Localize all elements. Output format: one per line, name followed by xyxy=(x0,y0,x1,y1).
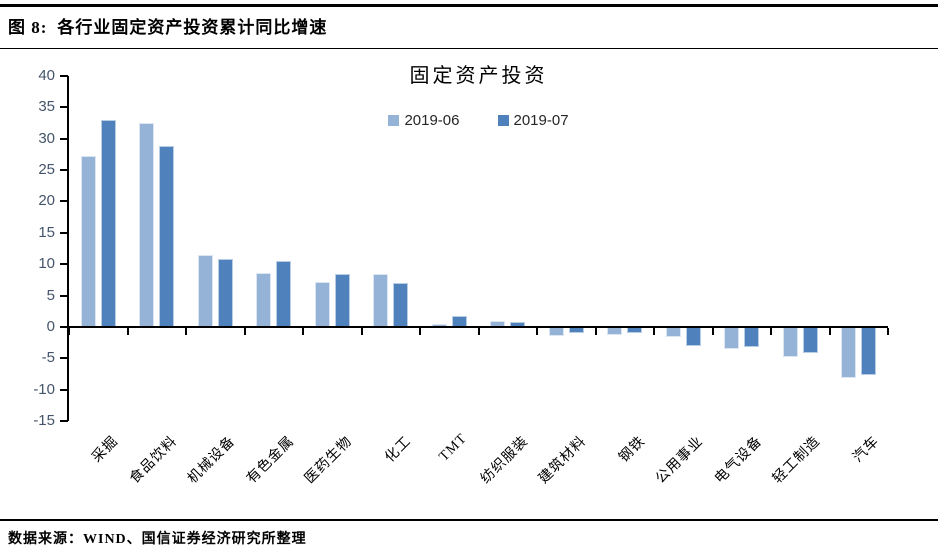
bar-2019-06-轻工制造 xyxy=(782,327,798,358)
y-axis-label-30: 30 xyxy=(38,129,55,147)
legend-color-swatch xyxy=(388,114,400,126)
x-axis-tick xyxy=(653,328,655,335)
bar-2019-07-电气设备 xyxy=(744,327,760,348)
y-axis-tick xyxy=(60,294,68,297)
x-axis-category-label-TMT: TMT xyxy=(436,431,470,465)
data-source-note: 数据来源：WIND、国信证券经济研究所整理 xyxy=(8,532,307,547)
bar-2019-06-食品饮料 xyxy=(139,123,155,327)
x-axis-tick xyxy=(126,328,129,335)
bar-2019-06-钢铁 xyxy=(607,327,623,336)
y-axis-label-10: 10 xyxy=(38,255,55,273)
x-axis-category-label-采掘: 采掘 xyxy=(89,433,122,466)
bar-2019-07-有色金属 xyxy=(276,261,292,327)
bar-2019-06-汽车 xyxy=(841,327,857,379)
x-axis-category-label-有色金属: 有色金属 xyxy=(244,433,298,487)
y-axis-tick xyxy=(60,106,68,109)
x-axis-tick xyxy=(594,328,597,335)
y-axis-tick xyxy=(60,326,68,328)
bar-2019-07-化工 xyxy=(393,283,409,327)
y-axis-label-35: 35 xyxy=(38,98,55,116)
y-axis-label--10: -10 xyxy=(33,380,55,398)
bar-2019-07-汽车 xyxy=(861,327,877,376)
legend-color-swatch xyxy=(497,114,509,126)
y-axis-tick xyxy=(60,357,68,360)
top-rule xyxy=(0,4,938,7)
y-axis-label-40: 40 xyxy=(38,66,55,84)
x-axis-category-label-电气设备: 电气设备 xyxy=(712,433,766,487)
y-axis-tick xyxy=(60,74,68,77)
bar-2019-07-医药生物 xyxy=(334,274,350,327)
x-axis-line xyxy=(69,326,888,328)
y-axis-label--5: -5 xyxy=(41,349,55,367)
bar-2019-06-机械设备 xyxy=(197,254,213,327)
x-axis-category-label-钢铁: 钢铁 xyxy=(616,433,649,466)
x-axis-tick xyxy=(243,328,246,335)
bar-2019-06-电气设备 xyxy=(724,327,740,349)
x-axis-tick xyxy=(419,328,421,335)
footer-divider xyxy=(0,519,938,521)
figure-title: 图 8: 各行业固定资产投资累计同比增速 xyxy=(8,13,327,38)
y-axis-tick xyxy=(60,420,68,423)
figure-number-label: 图 8: xyxy=(8,18,48,37)
y-axis-tick xyxy=(60,263,68,266)
title-divider xyxy=(0,48,938,49)
chart-title: 固定资产投资 xyxy=(409,65,548,87)
x-axis-tick xyxy=(828,328,831,335)
x-axis-tick xyxy=(770,328,772,335)
chart-legend: 2019-06 2019-07 xyxy=(69,111,888,129)
x-axis-category-label-医药生物: 医药生物 xyxy=(302,433,356,487)
x-axis-tick xyxy=(185,328,187,335)
bar-2019-06-有色金属 xyxy=(256,273,272,327)
x-axis-category-label-机械设备: 机械设备 xyxy=(185,433,239,487)
x-axis-category-label-纺织服装: 纺织服装 xyxy=(478,433,532,487)
legend-label: 2019-06 xyxy=(404,111,460,129)
x-axis-category-label-轻工制造: 轻工制造 xyxy=(770,433,824,487)
y-axis-label-5: 5 xyxy=(46,286,55,304)
legend-item-2019-07: 2019-07 xyxy=(497,111,569,129)
x-axis-category-label-化工: 化工 xyxy=(382,433,415,466)
x-axis-category-label-食品饮料: 食品饮料 xyxy=(127,433,181,487)
y-axis-tick xyxy=(60,137,68,140)
bar-2019-06-公用事业 xyxy=(665,327,681,338)
x-axis-tick xyxy=(477,328,480,335)
x-axis-tick xyxy=(68,328,70,335)
legend-item-2019-06: 2019-06 xyxy=(388,111,460,129)
x-axis-category-label-汽车: 汽车 xyxy=(850,433,883,466)
bar-2019-07-食品饮料 xyxy=(159,146,175,327)
y-axis-label-25: 25 xyxy=(38,161,55,179)
x-axis-category-label-公用事业: 公用事业 xyxy=(653,433,707,487)
bar-2019-07-公用事业 xyxy=(685,327,701,347)
y-axis-line xyxy=(67,75,69,422)
bar-2019-06-采掘 xyxy=(80,156,96,327)
x-axis-category-label-建筑材料: 建筑材料 xyxy=(536,433,590,487)
y-axis-tick xyxy=(60,231,68,234)
y-axis-tick xyxy=(60,200,68,203)
y-axis-tick xyxy=(60,169,68,172)
y-axis-label--15: -15 xyxy=(33,412,55,430)
x-axis-tick xyxy=(536,328,538,335)
bar-2019-07-轻工制造 xyxy=(802,327,818,353)
bar-2019-07-机械设备 xyxy=(217,258,233,327)
legend-label: 2019-07 xyxy=(513,111,569,129)
y-axis-label-20: 20 xyxy=(38,192,55,210)
x-axis-tick xyxy=(360,328,363,335)
bar-2019-06-化工 xyxy=(373,273,389,327)
bar-2019-06-医药生物 xyxy=(314,281,330,327)
x-axis-tick xyxy=(711,328,714,335)
bar-2019-07-采掘 xyxy=(100,119,116,327)
x-axis-tick xyxy=(302,328,304,335)
x-axis-tick xyxy=(887,328,889,335)
y-axis-label-0: 0 xyxy=(46,318,55,335)
y-axis-tick xyxy=(60,388,68,391)
bar-2019-06-建筑材料 xyxy=(548,327,564,337)
y-axis-label-15: 15 xyxy=(38,223,55,241)
figure-title-text: 各行业固定资产投资累计同比增速 xyxy=(57,18,328,37)
